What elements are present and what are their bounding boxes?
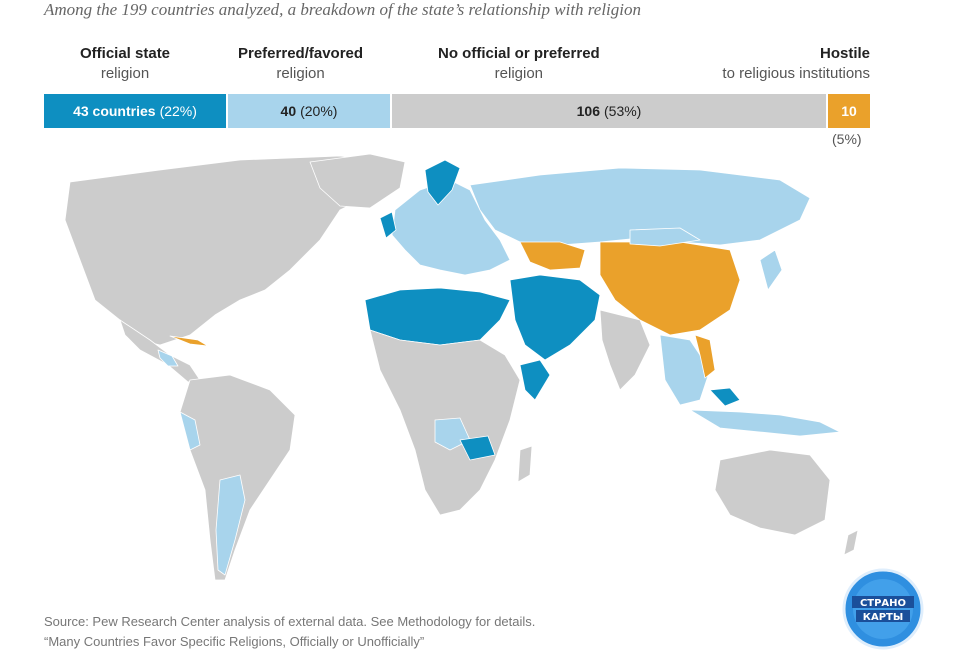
region-malaysia (709, 387, 741, 407)
region-china (599, 241, 741, 336)
region-central-asia (519, 241, 586, 271)
preferred-header: Preferred/favored religion (238, 44, 363, 84)
region-mongolia (629, 227, 701, 247)
preferred-subtitle: religion (276, 65, 325, 82)
hostile-subtitle: to religious institutions (722, 65, 870, 82)
preferred-title: Preferred/favored (238, 45, 364, 62)
official-header: Official state religion (80, 44, 170, 84)
region-peru (179, 411, 201, 451)
official-count: 43 countries (73, 103, 156, 119)
region-argentina (215, 474, 246, 576)
region-greenland (309, 153, 406, 209)
stranokarty-logo: СТРАНО КАРТЫ (842, 568, 924, 650)
chart-subtitle: Among the 199 countries analyzed, a brea… (44, 0, 642, 19)
hostile-pct: (5%) (832, 131, 862, 147)
none-count: 106 (576, 103, 600, 119)
region-madagascar (517, 445, 533, 483)
hostile-title: Hostile (819, 45, 870, 62)
hostile-header: Hostile to religious institutions (722, 44, 870, 84)
region-vietnam (694, 334, 716, 379)
official-subtitle: religion (100, 65, 150, 82)
region-uk (379, 211, 397, 239)
region-scandinavia (424, 159, 461, 206)
logo-line-1: СТРАНО (860, 598, 906, 609)
bar-segment-official: 43 countries (22%) (44, 94, 226, 128)
source-note: Source: Pew Research Center analysis of … (44, 612, 535, 652)
region-russia (469, 167, 811, 246)
source-line-2: “Many Countries Favor Specific Religions… (44, 634, 425, 649)
preferred-pct: (20%) (300, 103, 338, 119)
official-pct: (22%) (159, 103, 197, 119)
none-pct: (53%) (604, 103, 642, 119)
source-line-1: Source: Pew Research Center analysis of … (44, 614, 536, 629)
preferred-count: 40 (280, 103, 297, 119)
region-horn-africa (519, 359, 551, 401)
hostile-count: 10 (841, 103, 857, 119)
region-new-zealand (843, 529, 859, 556)
none-subtitle: religion (494, 65, 544, 82)
none-title: No official or preferred (438, 45, 600, 62)
bar-segment-preferred: 40 (20%) (228, 94, 390, 128)
region-japan (759, 249, 783, 291)
region-australia (714, 449, 831, 536)
world-map (64, 153, 859, 581)
region-se-asia (659, 334, 711, 406)
region-cuba (169, 335, 209, 347)
region-central-america-preferred (157, 349, 179, 367)
region-middle-east (509, 274, 601, 361)
region-india (599, 309, 651, 391)
region-zambia (459, 435, 496, 461)
official-title: Official state (80, 45, 171, 62)
bar-segment-hostile: 10 (828, 94, 870, 128)
none-header: No official or preferred religion (438, 44, 600, 84)
bar-segment-none: 106 (53%) (392, 94, 826, 128)
logo-line-2: КАРТЫ (863, 612, 903, 623)
region-indonesia (689, 409, 841, 437)
